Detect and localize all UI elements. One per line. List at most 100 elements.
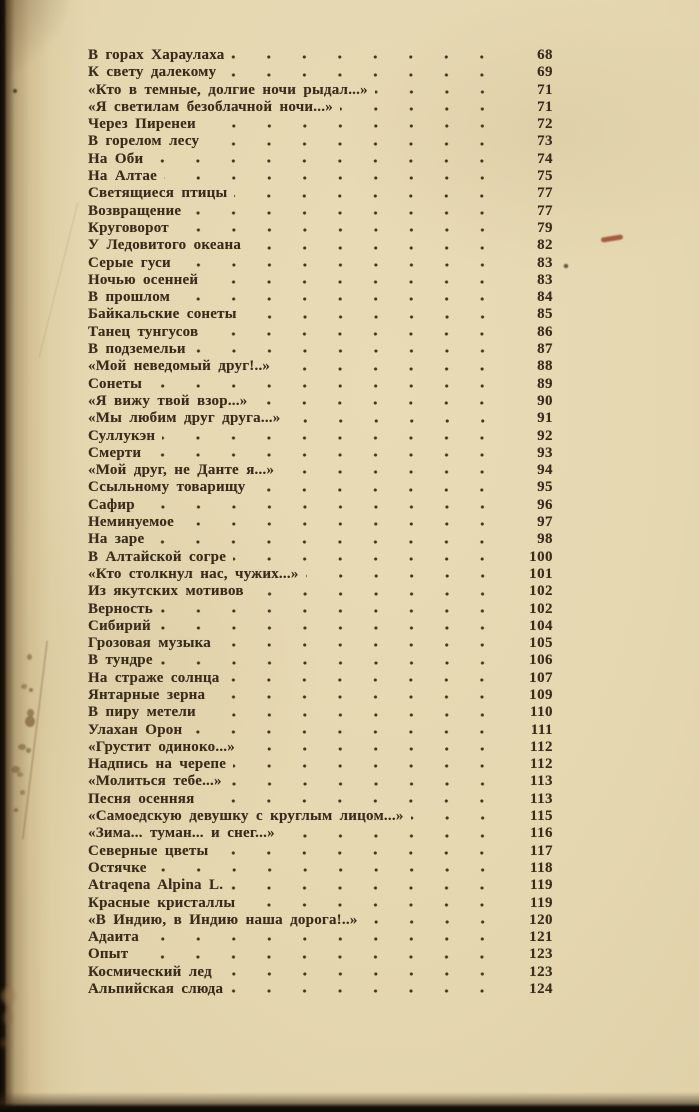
toc-entry-title: В подземельи: [88, 341, 186, 358]
toc-entry-page: 90: [537, 392, 553, 409]
toc-entry-page: 106: [529, 652, 553, 669]
toc-entry-page: 71: [537, 98, 553, 115]
toc-entry-page: 98: [537, 531, 553, 548]
toc-entry-title: Остячке: [88, 859, 147, 876]
toc-entry-page: 69: [537, 64, 553, 81]
toc-entry-title: У Ледовитого океана: [88, 237, 242, 254]
toc-entry-page: 74: [537, 150, 553, 167]
toc-entry-title: Из якутских мотивов: [88, 583, 244, 600]
toc-entry-page: 87: [537, 341, 553, 358]
toc-entry-page: 89: [537, 375, 553, 392]
dot-leader: [277, 358, 509, 376]
toc-entry-title: Суллукэн: [88, 427, 156, 444]
toc-row: Танец тунгусов 86: [88, 323, 553, 342]
dot-leader: [202, 704, 509, 722]
dot-leader: [205, 323, 509, 342]
dot-leader: [180, 514, 509, 532]
dot-leader: [250, 583, 509, 601]
toc-row: В горелом лесу 73: [88, 133, 553, 151]
dot-leader: [248, 237, 509, 255]
toc-entry-title: Танец тунгусов: [88, 323, 199, 340]
toc-entry-page: 77: [537, 185, 553, 202]
toc-row: «Кто в темные, долгие ночи рыдал...» 71: [88, 81, 553, 99]
dot-leader: [202, 116, 509, 134]
toc-entry-page: 124: [529, 981, 553, 998]
toc-entry-title: «Грустит одиноко...»: [88, 738, 236, 755]
toc-row: К свету далекому 69: [88, 64, 553, 82]
dot-leader: [243, 306, 509, 324]
toc-row: Адаита 121: [88, 929, 553, 947]
toc-row: «Мы любим друг друга...» 91: [88, 410, 553, 428]
toc-row: Суллукэн 92: [88, 427, 553, 445]
toc-entry-title: Грозовая музыка: [88, 635, 212, 652]
toc-entry-title: «Кто в темные, долгие ночи рыдал...»: [88, 81, 368, 98]
dot-leader: [218, 963, 509, 982]
toc-entry-page: 102: [529, 600, 553, 617]
gutter-stain: [18, 744, 26, 750]
toc-row: «Грустит одиноко...» 112: [88, 738, 553, 757]
dot-leader: [223, 64, 509, 82]
toc-row: Альпийская слюда 124: [88, 981, 553, 999]
toc-entry-page: 119: [529, 894, 553, 911]
gutter-stain: [25, 716, 35, 727]
toc-entry-page: 112: [529, 738, 553, 755]
dot-leader: [177, 254, 509, 272]
page-crease: [21, 640, 48, 840]
toc-row: Сафир 96: [88, 496, 553, 515]
toc-entry-page: 107: [529, 669, 553, 686]
dot-leader: [242, 738, 509, 757]
dot-leader: [162, 427, 509, 445]
toc-row: Из якутских мотивов 102: [88, 583, 553, 601]
dot-leader: [141, 496, 509, 515]
dot-leader: [234, 185, 509, 203]
dot-leader: [189, 721, 509, 739]
toc-entry-page: 112: [529, 756, 553, 773]
toc-entry-title: Песня осенняя: [88, 790, 195, 807]
toc-row: На заре 98: [88, 531, 553, 549]
toc-entry-page: 119: [529, 877, 553, 894]
toc-row: Сонеты 89: [88, 375, 553, 393]
toc-row: В прошлом 84: [88, 289, 553, 307]
toc-entry-title: «Молиться тебе...»: [88, 773, 222, 790]
toc-entry-title: На Оби: [88, 150, 144, 167]
dot-leader: [163, 168, 509, 186]
toc-entry-title: «Зима... туман... и снег...»: [88, 825, 275, 842]
toc-row: «Самоедскую девушку с круглым лицом...» …: [88, 808, 553, 826]
toc-entry-title: Через Пиренеи: [88, 116, 196, 133]
toc-entry-page: 93: [537, 444, 553, 461]
toc-entry-title: Сибирий: [88, 617, 151, 634]
toc-entry-title: «Мой неведомый друг!..»: [88, 358, 271, 375]
dot-leader: [159, 600, 509, 618]
toc-entry-title: В Алтайской согре: [88, 548, 227, 565]
toc-entry-title: Серые гуси: [88, 254, 171, 271]
dot-leader: [230, 981, 509, 999]
toc-row: «Я вижу твой взор...» 90: [88, 392, 553, 411]
dot-leader: [153, 859, 509, 878]
toc-entry-title: «Кто столкнул нас, чужих...»: [88, 565, 299, 582]
toc-entry-page: 88: [537, 358, 553, 375]
toc-row: В горах Хараулаха 68: [88, 47, 553, 65]
dot-leader: [150, 150, 509, 169]
toc-row: Северные цветы 117: [88, 842, 553, 860]
toc-entry-title: «Мы любим друг друга...»: [88, 410, 281, 427]
toc-entry-title: Atraqena Alpina L.: [88, 877, 224, 894]
toc-entry-title: Сафир: [88, 496, 135, 513]
toc-entry-page: 96: [537, 496, 553, 513]
dot-leader: [201, 790, 509, 809]
toc-row: У Ледовитого океана 82: [88, 237, 553, 255]
toc-list: В горах Хараулаха 68 К свету далекому 69…: [88, 47, 553, 999]
toc-entry-page: 71: [537, 81, 553, 98]
toc-entry-page: 111: [530, 721, 553, 738]
toc-row: Песня осенняя 113: [88, 790, 553, 809]
toc-row: Возвращение 77: [88, 202, 553, 220]
toc-entry-page: 79: [537, 219, 553, 236]
dot-leader: [212, 686, 509, 705]
dot-leader: [281, 462, 509, 480]
toc-entry-title: К свету далекому: [88, 64, 217, 81]
corner-stain: [0, 1038, 8, 1048]
toc-row: Красные кристаллы 119: [88, 894, 553, 912]
toc-row: «Мой друг, не Данте я...» 94: [88, 462, 553, 480]
dot-leader: [281, 825, 509, 843]
toc-row: Космический лед 123: [88, 963, 553, 982]
toc-entry-page: 95: [537, 479, 553, 496]
